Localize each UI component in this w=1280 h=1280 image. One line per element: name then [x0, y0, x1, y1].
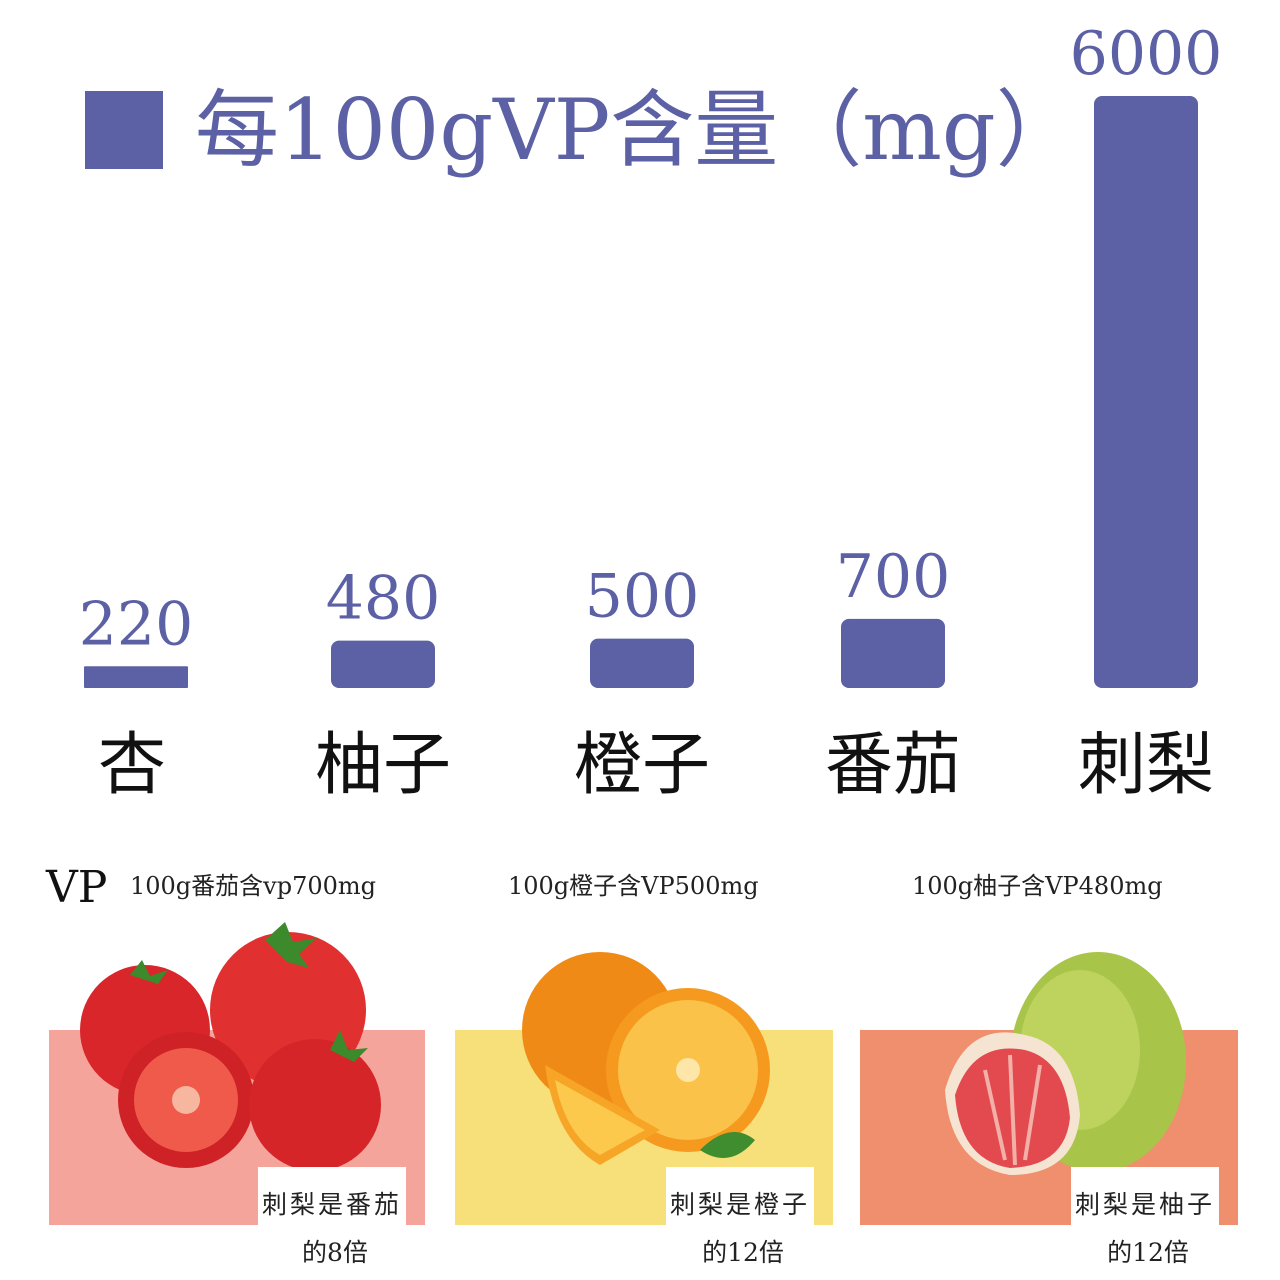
- category-label-2: 橙子: [574, 726, 710, 805]
- orange-caption: 100g橙子含VP500mg: [508, 872, 759, 900]
- bar-1: [331, 640, 435, 688]
- vp-heading: VP: [46, 862, 108, 913]
- orange-note-card: 刺梨是橙子 的12倍: [666, 1167, 814, 1280]
- orange-note-line2: 的12倍: [702, 1238, 784, 1267]
- value-label-3: 700: [836, 542, 951, 612]
- orange-image: [522, 952, 770, 1165]
- tomato-note-line1: 刺梨是番茄: [261, 1190, 402, 1219]
- legend-swatch: [85, 91, 163, 169]
- tomato-note-card: 刺梨是番茄 的8倍: [258, 1167, 406, 1280]
- tomato-image: [80, 922, 381, 1171]
- pomelo-note-line2: 的12倍: [1107, 1238, 1189, 1267]
- value-label-4: 6000: [1070, 19, 1223, 89]
- pomelo-caption: 100g柚子含VP480mg: [912, 872, 1163, 900]
- value-label-0: 220: [79, 589, 194, 659]
- bar-2: [590, 638, 694, 688]
- tomato-note-line2: 的8倍: [302, 1238, 368, 1267]
- category-label-1: 柚子: [315, 726, 451, 805]
- bar-chart: 220 480 500 700 6000 杏 柚子 橙子 番茄 刺梨: [79, 19, 1223, 805]
- category-label-4: 刺梨: [1078, 726, 1214, 805]
- bar-3: [841, 618, 945, 688]
- legend-label: 每100gVP含量（mg）: [195, 81, 1080, 179]
- bar-0: [84, 666, 188, 688]
- bar-4: [1094, 96, 1198, 688]
- category-label-0: 杏: [98, 726, 166, 805]
- pomelo-note-card: 刺梨是柚子 的12倍: [1071, 1167, 1219, 1280]
- pomelo-image: [945, 952, 1186, 1175]
- category-label-3: 番茄: [825, 726, 961, 805]
- legend: 每100gVP含量（mg）: [85, 85, 1080, 175]
- value-label-2: 500: [585, 562, 700, 632]
- value-label-1: 480: [326, 564, 441, 634]
- pomelo-note-line1: 刺梨是柚子: [1074, 1190, 1215, 1219]
- orange-note-line1: 刺梨是橙子: [669, 1190, 810, 1219]
- tomato-caption: 100g番茄含vp700mg: [130, 872, 377, 900]
